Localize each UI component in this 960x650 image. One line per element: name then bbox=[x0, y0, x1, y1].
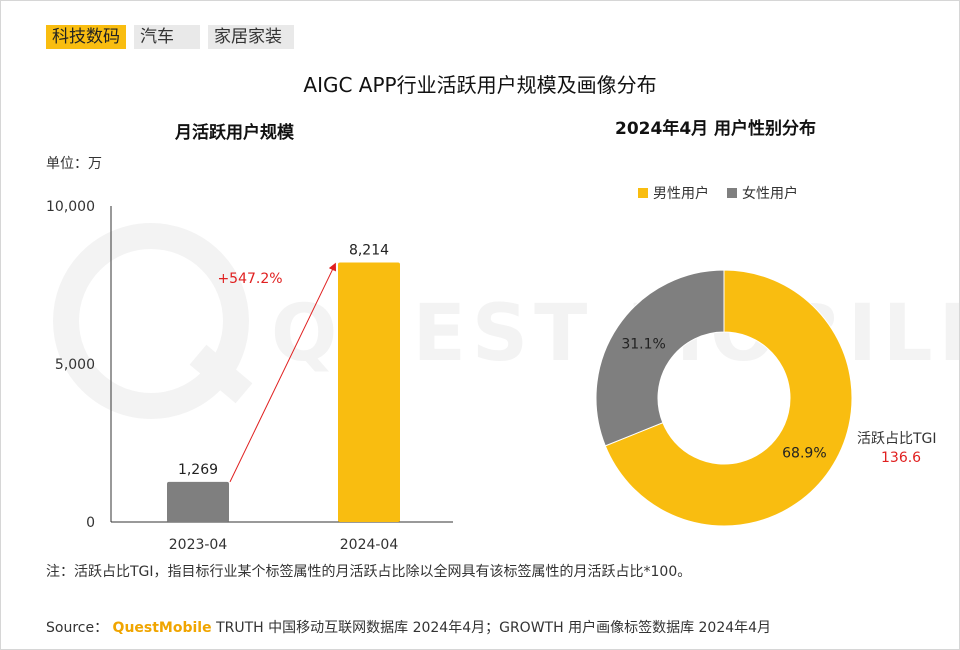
source-brand: QuestMobile bbox=[112, 620, 212, 636]
legend-swatch-female bbox=[727, 188, 737, 198]
tab-auto[interactable]: 汽车 bbox=[134, 25, 200, 49]
growth-arrow bbox=[229, 262, 336, 483]
bar-2023-04 bbox=[167, 481, 229, 522]
tgi-annotation: 活跃占比TGI 136.6 bbox=[857, 428, 937, 466]
unit-label: 单位：万 bbox=[46, 156, 102, 172]
bar-value-label: 1,269 bbox=[178, 462, 218, 478]
y-tick-label: 5,000 bbox=[55, 357, 95, 373]
category-tabs: 科技数码 汽车 家居家装 bbox=[46, 25, 294, 49]
slice-label: 31.1% bbox=[621, 337, 665, 353]
slice-female bbox=[595, 269, 725, 447]
slice-male bbox=[604, 269, 853, 527]
page-title: AIGC APP行业活跃用户规模及画像分布 bbox=[303, 73, 657, 97]
donut-chart: 68.9% 31.1% bbox=[595, 269, 853, 527]
watermark-logo-icon bbox=[53, 223, 253, 419]
tab-tech-digital[interactable]: 科技数码 bbox=[46, 25, 126, 49]
legend-label-male: 男性用户 bbox=[653, 186, 709, 202]
donut-chart-title: 2024年4月 用户性别分布 bbox=[615, 119, 817, 139]
y-tick-label: 10,000 bbox=[46, 199, 95, 215]
tab-home-furnishing[interactable]: 家居家装 bbox=[208, 25, 294, 49]
legend-swatch-male bbox=[638, 188, 648, 198]
bar-chart-title: 月活跃用户规模 bbox=[175, 123, 294, 143]
x-tick-label: 2024-04 bbox=[340, 537, 399, 553]
bar-value-label: 8,214 bbox=[349, 242, 389, 258]
x-tick-label: 2023-04 bbox=[169, 537, 228, 553]
donut-legend: 男性用户 女性用户 bbox=[638, 183, 798, 203]
footnote: 注：活跃占比TGI，指目标行业某个标签属性的月活跃占比除以全网具有该标签属性的月… bbox=[46, 564, 692, 580]
legend-item-female: 女性用户 bbox=[727, 183, 798, 203]
bar-2024-04 bbox=[338, 262, 400, 522]
legend-item-male: 男性用户 bbox=[638, 183, 709, 203]
legend-label-female: 女性用户 bbox=[742, 186, 798, 202]
growth-annotation: +547.2% bbox=[217, 271, 282, 287]
bar-chart: 0 5,000 10,000 1,269 8,214 2023-04 2024-04 +… bbox=[46, 199, 453, 553]
source-prefix: Source： bbox=[46, 620, 109, 636]
tgi-label: 活跃占比TGI bbox=[857, 431, 937, 447]
source-text: TRUTH 中国移动互联网数据库 2024年4月；GROWTH 用户画像标签数据… bbox=[216, 620, 772, 636]
tgi-value: 136.6 bbox=[881, 450, 922, 466]
slice-label: 68.9% bbox=[782, 445, 826, 461]
y-tick-label: 0 bbox=[86, 515, 95, 531]
source-line: Source： QuestMobile TRUTH 中国移动互联网数据库 202… bbox=[46, 617, 771, 637]
